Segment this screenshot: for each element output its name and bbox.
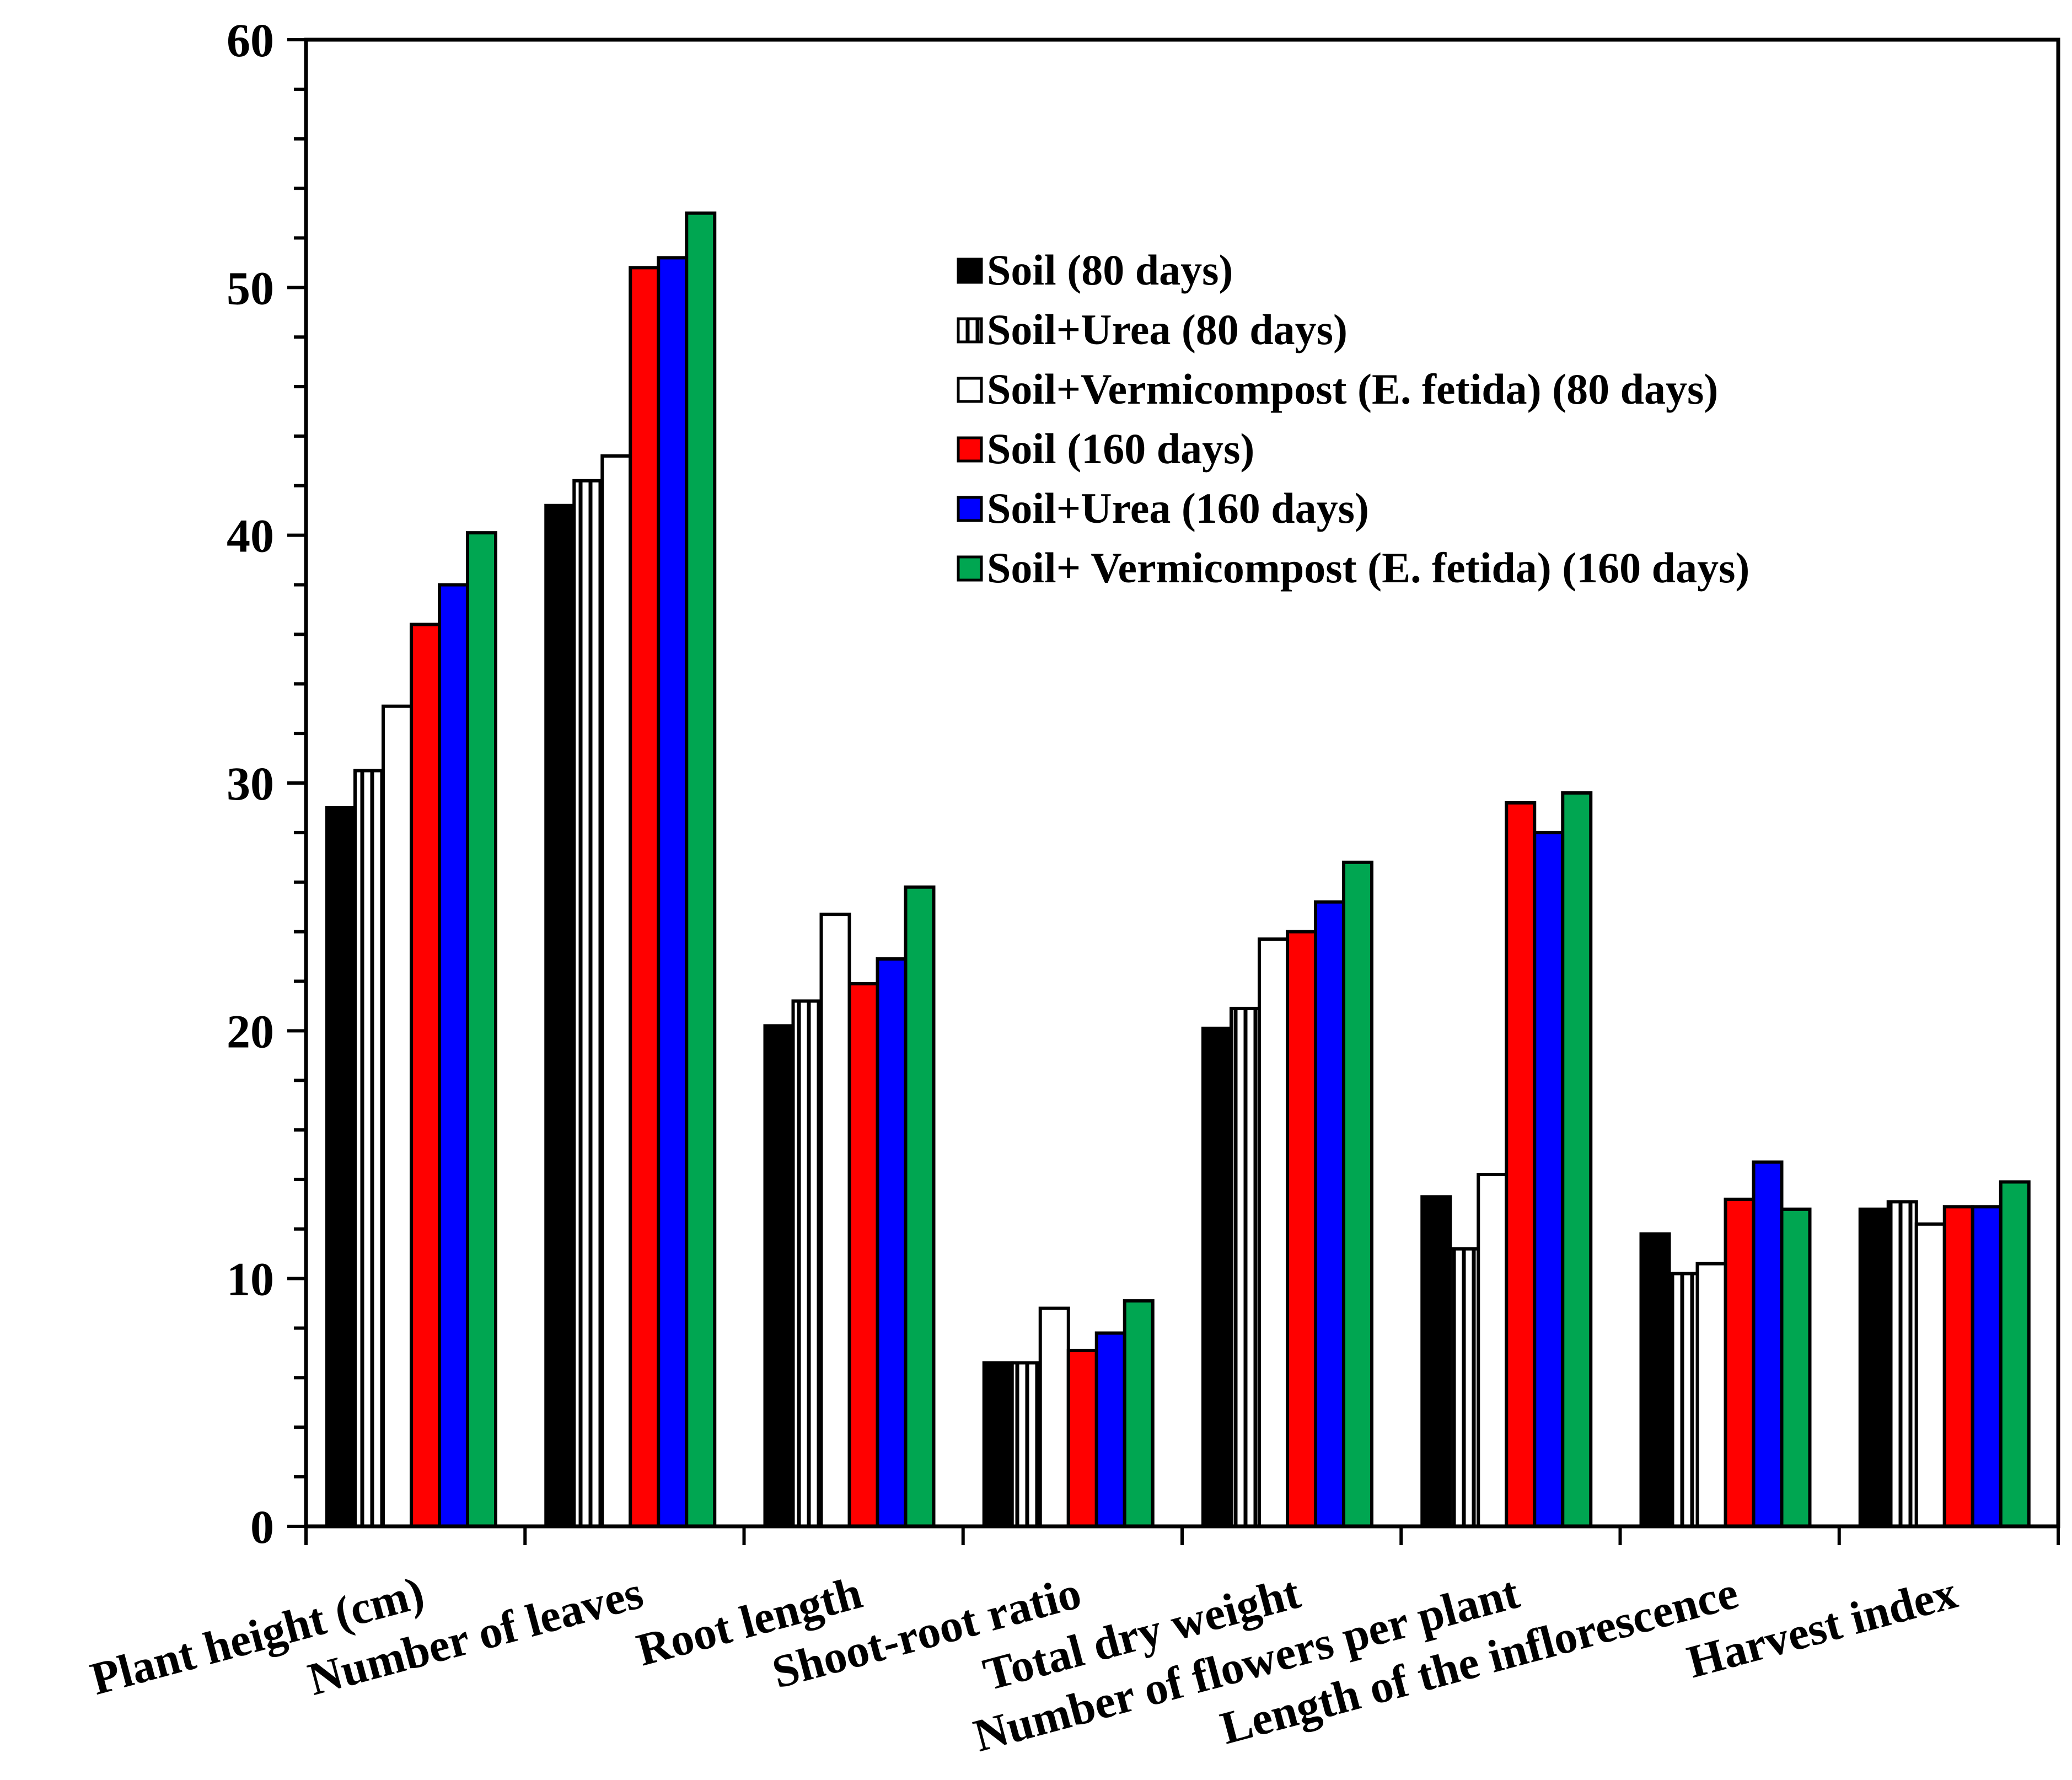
bar-5-8 <box>1971 1205 2003 1529</box>
bar-6-4 <box>1123 1299 1155 1529</box>
bar-5-6 <box>1533 830 1565 1528</box>
legend-label-5: Soil+Urea (160 days) <box>987 484 1369 532</box>
bar-1-7 <box>1639 1232 1671 1528</box>
legend-label-3: Soil+Vermicompost (E. fetida) (80 days) <box>987 365 1718 413</box>
bar-3-3 <box>819 913 851 1528</box>
bar-4-4 <box>1066 1348 1098 1529</box>
bars-layer <box>325 211 2031 1529</box>
bar-5-7 <box>1752 1160 1784 1528</box>
bar-3-8 <box>1914 1222 1946 1528</box>
legend-label-1: Soil (80 days) <box>987 246 1233 294</box>
bar-4-2 <box>629 266 661 1528</box>
legend-swatch-1 <box>957 258 983 284</box>
bar-3-1 <box>382 704 413 1528</box>
legend-swatch-6 <box>957 555 983 582</box>
bar-3-2 <box>600 454 632 1528</box>
bar-1-6 <box>1420 1195 1452 1529</box>
bar-1-8 <box>1858 1207 1890 1528</box>
bar-2-5 <box>1230 1006 1261 1528</box>
bar-3-7 <box>1695 1262 1727 1529</box>
bar-4-6 <box>1505 801 1537 1528</box>
bar-6-8 <box>1999 1180 2031 1529</box>
legend-swatch-4 <box>957 436 983 463</box>
bar-2-8 <box>1886 1200 1918 1528</box>
legend-label-2: Soil+Urea (80 days) <box>987 305 1348 353</box>
bar-5-3 <box>876 957 908 1528</box>
legend-label-6: Soil+ Vermicompost (E. fetida) (160 days… <box>987 544 1749 592</box>
legend-label-4: Soil (160 days) <box>987 425 1254 473</box>
bar-6-5 <box>1342 860 1373 1528</box>
y-tick-label: 0 <box>250 1500 274 1553</box>
bar-6-2 <box>685 211 717 1528</box>
bar-2-3 <box>791 999 823 1528</box>
legend: Soil (80 days) Soil+Urea (80 days) Soil+Ve… <box>957 246 1749 592</box>
bar-6-6 <box>1561 791 1593 1528</box>
y-tick-label: 40 <box>227 510 274 562</box>
y-tick-label: 60 <box>227 14 274 67</box>
axes-layer: 0 10 20 30 40 50 60 <box>227 14 2060 1553</box>
bar-5-5 <box>1314 900 1345 1528</box>
legend-swatch-2 <box>957 317 983 344</box>
bar-4-3 <box>847 982 879 1528</box>
bar-1-1 <box>325 806 357 1528</box>
bar-2-1 <box>353 769 385 1528</box>
bar-3-4 <box>1038 1306 1070 1528</box>
bar-2-2 <box>572 479 604 1528</box>
legend-swatch-3 <box>957 377 983 403</box>
bar-5-4 <box>1094 1331 1126 1529</box>
bar-6-3 <box>904 885 936 1528</box>
bar-3-5 <box>1258 937 1289 1528</box>
bar-4-1 <box>410 623 441 1528</box>
bar-1-2 <box>544 503 576 1528</box>
bar-2-7 <box>1667 1272 1699 1528</box>
y-tick-label: 30 <box>227 757 274 810</box>
bar-3-6 <box>1477 1172 1509 1529</box>
bar-4-5 <box>1286 930 1317 1528</box>
bar-4-8 <box>1942 1205 1974 1529</box>
bar-5-1 <box>438 583 469 1528</box>
bar-5-2 <box>657 256 689 1528</box>
bar-1-5 <box>1201 1026 1233 1528</box>
bar-6-1 <box>466 531 497 1528</box>
bar-1-4 <box>982 1361 1014 1528</box>
y-tick-label: 10 <box>227 1253 274 1306</box>
bar-6-7 <box>1780 1207 1812 1528</box>
y-tick-label: 20 <box>227 1005 274 1058</box>
bar-2-4 <box>1010 1361 1042 1528</box>
legend-swatch-5 <box>957 496 983 522</box>
y-tick-label: 50 <box>227 261 274 314</box>
bar-1-3 <box>763 1024 795 1528</box>
bar-2-6 <box>1448 1247 1480 1528</box>
bar-4-7 <box>1724 1197 1756 1528</box>
